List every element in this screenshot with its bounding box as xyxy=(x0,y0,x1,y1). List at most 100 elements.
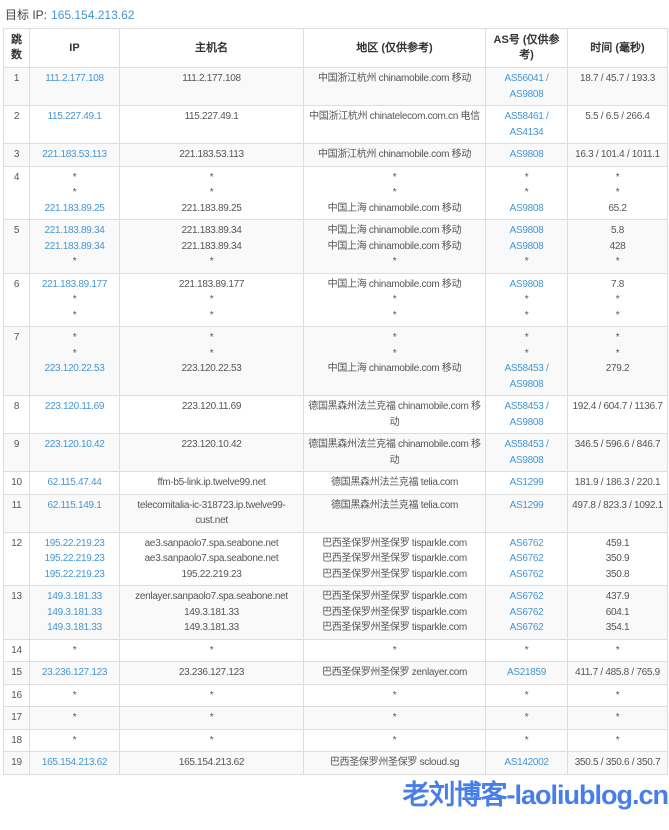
cell-host: * * 221.183.89.25 xyxy=(119,165,304,220)
cell-value: * xyxy=(524,347,529,359)
column-header-host: 主机名 xyxy=(119,28,304,68)
cell-hop: 18 xyxy=(3,728,30,752)
cell-host: 221.183.89.34 221.183.89.34 * xyxy=(119,219,304,274)
cell-value: zenlayer.sanpaolo7.spa.seabone.net xyxy=(135,591,288,602)
cell-value: 中国上海 chinamobile.com 移动 xyxy=(327,202,462,214)
cell-hop: 2 xyxy=(3,105,30,144)
cell-ip: * xyxy=(29,683,120,707)
ip-link[interactable]: 221.183.89.34 xyxy=(44,240,105,252)
cell-value: * xyxy=(209,309,214,321)
ip-link[interactable]: 149.3.181.33 xyxy=(47,591,102,602)
cell-value: 181.9 / 186.3 / 220.1 xyxy=(574,477,661,488)
cell-asn: * xyxy=(485,638,568,662)
watermark: 老刘博客-laoliublog.cn xyxy=(402,780,669,810)
cell-value: 459.1 xyxy=(605,537,630,549)
cell-value: * xyxy=(72,734,77,746)
cell-time: 411.7 / 485.8 / 765.9 xyxy=(567,661,668,685)
asn-link[interactable]: AS1299 xyxy=(509,499,544,511)
asn-link[interactable]: AS9808 xyxy=(509,278,544,290)
cell-value: 149.3.181.33 xyxy=(184,622,239,633)
cell-value: * xyxy=(615,689,620,701)
ip-link[interactable]: 221.183.53.113 xyxy=(42,149,107,160)
ip-link[interactable]: 195.22.219.23 xyxy=(44,537,105,549)
asn-link[interactable]: AS1299 xyxy=(509,477,544,488)
ip-link[interactable]: 195.22.219.23 xyxy=(44,553,105,564)
cell-value: * xyxy=(72,712,77,723)
cell-value: * xyxy=(209,294,214,305)
ip-link[interactable]: 149.3.181.33 xyxy=(47,606,102,618)
cell-value: * xyxy=(72,689,77,701)
cell-value: * xyxy=(72,644,77,656)
asn-link[interactable]: AS9808 xyxy=(509,240,544,252)
cell-value: 115.227.49.1 xyxy=(184,111,239,122)
asn-link[interactable]: AS21859 xyxy=(506,667,547,678)
cell-time: * * 279.2 xyxy=(567,326,668,396)
ip-link[interactable]: 223.120.10.42 xyxy=(44,439,105,450)
cell-value: * xyxy=(209,712,214,723)
cell-value: * xyxy=(209,187,214,198)
cell-region: * * 中国上海 chinamobile.com 移动 xyxy=(303,326,486,396)
target-ip-value[interactable]: 165.154.213.62 xyxy=(51,8,135,22)
cell-region: 中国浙江杭州 chinamobile.com 移动 xyxy=(303,143,486,167)
cell-asn: * xyxy=(485,683,568,707)
cell-asn: AS58453 / AS9808 xyxy=(485,395,568,434)
cell-value: * xyxy=(524,689,529,701)
ip-link[interactable]: 195.22.219.23 xyxy=(44,568,105,580)
cell-value: * xyxy=(524,309,529,321)
cell-hop: 9 xyxy=(3,433,30,472)
cell-host: * xyxy=(119,683,304,707)
cell-asn: AS142002 xyxy=(485,751,568,775)
cell-value: * xyxy=(72,309,77,321)
cell-ip: * xyxy=(29,638,120,662)
asn-link[interactable]: AS56041 / AS9808 xyxy=(504,73,549,100)
cell-region: * xyxy=(303,706,486,730)
cell-asn: AS9808 * * xyxy=(485,272,568,327)
ip-link[interactable]: 221.183.89.25 xyxy=(44,202,105,214)
cell-ip: 223.120.11.69 xyxy=(29,395,120,434)
cell-value: 428 xyxy=(609,240,626,252)
asn-link[interactable]: AS58453 / AS9808 xyxy=(504,439,549,466)
cell-value: 德国黑森州法兰克福 telia.com xyxy=(330,477,459,488)
ip-link[interactable]: 111.2.177.108 xyxy=(45,73,104,84)
ip-link[interactable]: 62.115.149.1 xyxy=(47,499,102,511)
cell-region: 巴西圣保罗州圣保罗 tisparkle.com 巴西圣保罗州圣保罗 tispark… xyxy=(303,531,486,586)
asn-link[interactable]: AS9808 xyxy=(509,225,544,236)
asn-link[interactable]: AS9808 xyxy=(509,149,544,160)
cell-region: 德国黑森州法兰克福 telia.com xyxy=(303,471,486,495)
ip-link[interactable]: 149.3.181.33 xyxy=(47,622,102,633)
cell-value: * xyxy=(392,294,397,305)
ip-link[interactable]: 62.115.47.44 xyxy=(47,477,102,488)
asn-link[interactable]: AS6762 xyxy=(509,553,544,564)
cell-value: 23.236.127.123 xyxy=(178,667,245,678)
ip-link[interactable]: 223.120.11.69 xyxy=(44,401,105,412)
cell-host: * xyxy=(119,706,304,730)
cell-hop: 8 xyxy=(3,395,30,434)
asn-link[interactable]: AS58453 / AS9808 xyxy=(504,401,549,428)
cell-value: * xyxy=(524,644,529,656)
cell-asn: AS1299 xyxy=(485,493,568,533)
cell-value: 221.183.89.25 xyxy=(181,202,242,214)
asn-link[interactable]: AS6762 xyxy=(509,606,544,618)
ip-link[interactable]: 223.120.22.53 xyxy=(44,363,105,374)
ip-link[interactable]: 221.183.89.34 xyxy=(44,225,105,236)
asn-link[interactable]: AS9808 xyxy=(509,202,544,214)
asn-link[interactable]: AS6762 xyxy=(509,591,544,602)
asn-link[interactable]: AS142002 xyxy=(504,757,549,768)
asn-link[interactable]: AS6762 xyxy=(509,568,544,580)
cell-time: 5.5 / 6.5 / 266.4 xyxy=(567,105,668,144)
ip-link[interactable]: 165.154.213.62 xyxy=(41,757,108,768)
ip-link[interactable]: 115.227.49.1 xyxy=(47,111,102,122)
cell-host: ffm-b5-link.ip.twelve99.net xyxy=(119,471,304,495)
cell-asn: AS58461 / AS4134 xyxy=(485,105,568,144)
ip-link[interactable]: 23.236.127.123 xyxy=(41,667,108,678)
cell-hop: 15 xyxy=(3,661,30,685)
cell-ip: 62.115.47.44 xyxy=(29,471,120,495)
cell-ip: * * 221.183.89.25 xyxy=(29,165,120,220)
cell-value: * xyxy=(524,734,529,746)
ip-link[interactable]: 221.183.89.177 xyxy=(41,278,108,290)
cell-time: 437.9 604.1 354.1 xyxy=(567,585,668,640)
asn-link[interactable]: AS6762 xyxy=(509,537,544,549)
asn-link[interactable]: AS58453 / AS9808 xyxy=(504,363,549,390)
asn-link[interactable]: AS6762 xyxy=(509,622,544,633)
asn-link[interactable]: AS58461 / AS4134 xyxy=(504,111,549,138)
